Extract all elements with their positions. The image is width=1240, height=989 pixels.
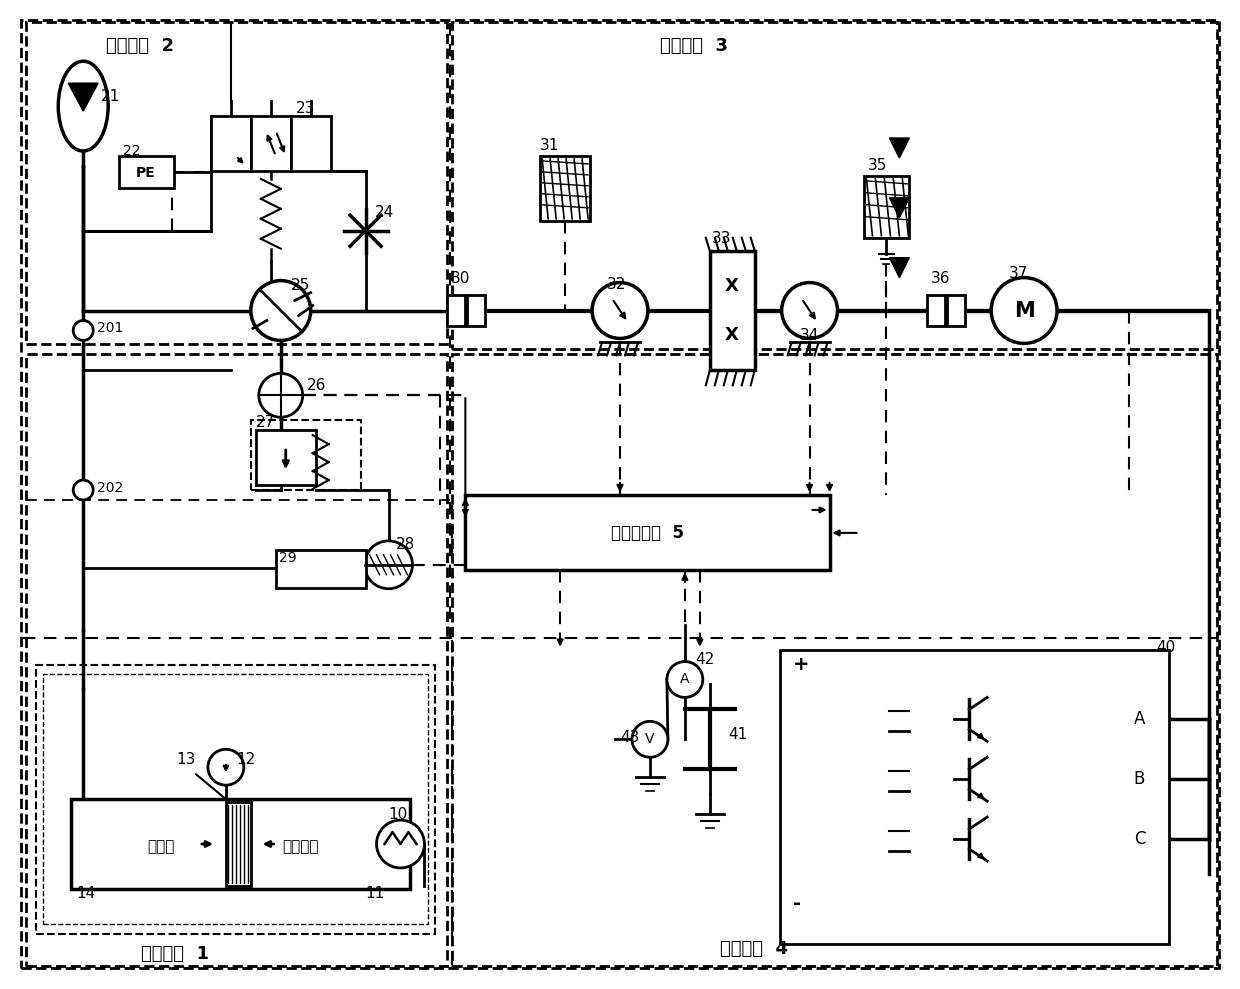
Text: 液压单元  2: 液压单元 2 xyxy=(107,38,174,55)
Text: 32: 32 xyxy=(608,277,626,292)
Circle shape xyxy=(781,283,837,338)
Circle shape xyxy=(591,283,649,338)
Text: 29: 29 xyxy=(279,551,296,565)
Text: 11: 11 xyxy=(366,886,384,901)
Text: 35: 35 xyxy=(868,158,887,173)
Text: 21: 21 xyxy=(102,89,120,104)
Text: 10: 10 xyxy=(388,807,408,822)
Text: 14: 14 xyxy=(76,886,95,901)
Polygon shape xyxy=(889,138,909,158)
Text: PE: PE xyxy=(136,166,156,180)
Text: 13: 13 xyxy=(176,752,196,766)
Circle shape xyxy=(73,320,93,340)
Text: 换热单元  1: 换热单元 1 xyxy=(141,944,210,962)
Text: M: M xyxy=(1014,301,1034,320)
Text: 30: 30 xyxy=(450,271,470,286)
Text: 相变材料: 相变材料 xyxy=(283,840,319,854)
Text: 28: 28 xyxy=(396,537,414,553)
Bar xyxy=(250,420,361,490)
Text: 液压油: 液压油 xyxy=(148,840,175,854)
Text: -: - xyxy=(792,894,801,914)
Bar xyxy=(541,156,590,221)
Bar xyxy=(709,250,755,370)
Text: A: A xyxy=(1133,710,1146,728)
Text: 40: 40 xyxy=(1156,640,1176,655)
Bar xyxy=(453,354,1216,965)
Text: 23: 23 xyxy=(295,101,315,116)
Text: 24: 24 xyxy=(374,206,394,221)
Text: 36: 36 xyxy=(931,271,951,286)
Bar xyxy=(26,23,448,344)
Bar xyxy=(947,295,965,326)
Circle shape xyxy=(632,721,668,758)
Ellipse shape xyxy=(58,61,108,151)
Text: 数据采集器  5: 数据采集器 5 xyxy=(611,524,684,542)
Text: +: + xyxy=(792,655,810,674)
Bar xyxy=(255,430,316,485)
Circle shape xyxy=(259,373,303,417)
Text: A: A xyxy=(680,673,689,686)
Bar xyxy=(290,116,331,171)
Text: 22: 22 xyxy=(123,144,140,158)
Text: 25: 25 xyxy=(290,278,310,293)
Circle shape xyxy=(73,480,93,500)
Circle shape xyxy=(365,541,413,588)
Text: 27: 27 xyxy=(255,414,275,429)
Text: 储电单元  4: 储电单元 4 xyxy=(719,940,787,957)
Bar xyxy=(780,650,1169,944)
Bar xyxy=(453,23,1216,349)
Text: 202: 202 xyxy=(97,481,124,495)
Bar xyxy=(928,295,945,326)
Text: X: X xyxy=(725,277,739,295)
Bar xyxy=(36,665,435,934)
Circle shape xyxy=(991,278,1056,343)
Text: X: X xyxy=(725,326,739,344)
Bar xyxy=(864,176,909,237)
Text: 33: 33 xyxy=(712,231,732,246)
Circle shape xyxy=(208,750,244,785)
Polygon shape xyxy=(889,198,909,218)
Bar xyxy=(467,295,485,326)
Bar xyxy=(43,674,429,924)
Bar xyxy=(275,550,366,587)
Bar xyxy=(250,116,290,171)
Bar xyxy=(71,799,410,889)
Text: 12: 12 xyxy=(236,752,255,766)
Bar xyxy=(226,802,250,886)
Text: 41: 41 xyxy=(728,727,746,742)
Bar xyxy=(448,295,465,326)
Polygon shape xyxy=(889,258,909,278)
Text: 201: 201 xyxy=(97,321,124,335)
Text: 42: 42 xyxy=(694,652,714,667)
Text: C: C xyxy=(1133,830,1146,848)
Bar xyxy=(119,156,174,188)
Text: 传动单元  3: 传动单元 3 xyxy=(660,38,728,55)
Circle shape xyxy=(377,820,424,868)
Text: B: B xyxy=(1133,770,1146,788)
Text: 43: 43 xyxy=(620,730,640,745)
Bar xyxy=(26,354,448,965)
Polygon shape xyxy=(68,83,98,111)
Bar xyxy=(465,495,830,570)
Text: 37: 37 xyxy=(1009,266,1028,281)
Text: 31: 31 xyxy=(541,138,559,153)
Text: 34: 34 xyxy=(800,328,818,343)
Circle shape xyxy=(667,662,703,697)
Circle shape xyxy=(250,281,311,340)
Bar xyxy=(211,116,250,171)
Text: V: V xyxy=(645,732,655,747)
Text: 26: 26 xyxy=(306,378,326,393)
